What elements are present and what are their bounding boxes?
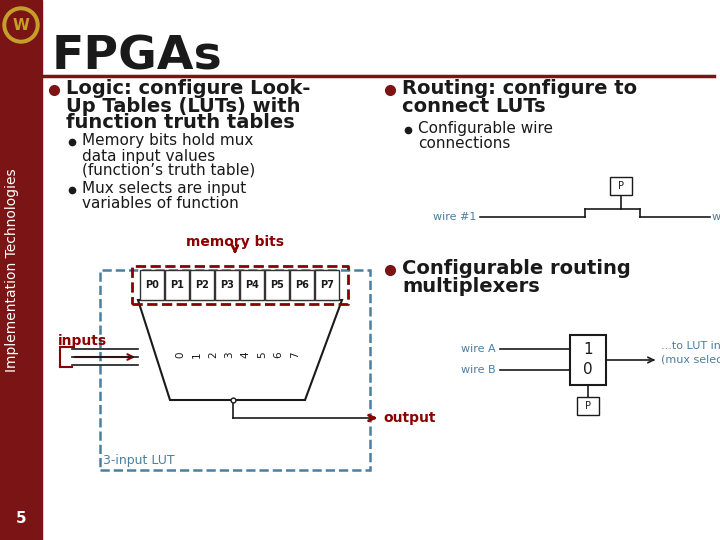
- Text: (function’s truth table): (function’s truth table): [82, 163, 256, 178]
- Text: function truth tables: function truth tables: [66, 112, 294, 132]
- Text: P4: P4: [245, 280, 258, 290]
- Text: W: W: [12, 17, 30, 32]
- Text: P1: P1: [170, 280, 184, 290]
- Text: P: P: [618, 181, 624, 191]
- Text: 6: 6: [274, 352, 284, 359]
- Bar: [140, 270, 163, 300]
- Text: 3: 3: [225, 352, 234, 359]
- Text: 5: 5: [257, 352, 267, 359]
- Bar: [265, 270, 289, 300]
- Text: P2: P2: [195, 280, 209, 290]
- Bar: [315, 270, 338, 300]
- Text: ...to LUT input
(mux select): ...to LUT input (mux select): [661, 341, 720, 365]
- Circle shape: [7, 11, 35, 39]
- Text: P0: P0: [145, 280, 158, 290]
- Text: Routing: configure to: Routing: configure to: [402, 79, 637, 98]
- Text: output: output: [383, 411, 436, 425]
- Text: connections: connections: [418, 137, 510, 152]
- Text: 7: 7: [290, 352, 300, 359]
- Bar: [215, 270, 238, 300]
- Bar: [0, 0, 42, 540]
- Text: 5: 5: [16, 511, 27, 526]
- Circle shape: [3, 7, 39, 43]
- Bar: [190, 270, 214, 300]
- Text: data input values: data input values: [82, 148, 215, 164]
- Text: 4: 4: [240, 352, 251, 359]
- Text: 3-input LUT: 3-input LUT: [103, 454, 175, 467]
- Text: wire #2: wire #2: [712, 212, 720, 222]
- Text: P3: P3: [220, 280, 234, 290]
- Bar: [132, 266, 348, 304]
- Bar: [570, 335, 606, 385]
- Text: 0: 0: [583, 362, 593, 377]
- Text: connect LUTs: connect LUTs: [402, 97, 546, 116]
- Text: memory bits: memory bits: [186, 235, 284, 249]
- Text: wire #1: wire #1: [433, 212, 476, 222]
- Text: P: P: [585, 401, 591, 411]
- Text: Implementation Technologies: Implementation Technologies: [5, 168, 19, 372]
- Text: variables of function: variables of function: [82, 197, 239, 212]
- Text: 1: 1: [583, 341, 593, 356]
- Bar: [290, 270, 313, 300]
- Text: 0: 0: [175, 352, 185, 358]
- Text: Configurable routing: Configurable routing: [402, 260, 631, 279]
- Text: P6: P6: [294, 280, 309, 290]
- Text: Configurable wire: Configurable wire: [418, 122, 553, 137]
- Text: FPGAs: FPGAs: [52, 34, 222, 79]
- Bar: [610, 177, 632, 195]
- Text: Memory bits hold mux: Memory bits hold mux: [82, 133, 253, 148]
- Text: P5: P5: [270, 280, 284, 290]
- Bar: [165, 270, 189, 300]
- Bar: [240, 270, 264, 300]
- Bar: [100, 270, 370, 470]
- Text: Mux selects are input: Mux selects are input: [82, 181, 246, 197]
- Text: P7: P7: [320, 280, 333, 290]
- Text: Up Tables (LUTs) with: Up Tables (LUTs) with: [66, 97, 300, 116]
- Text: wire B: wire B: [462, 365, 496, 375]
- Text: multiplexers: multiplexers: [402, 276, 540, 295]
- Text: wire A: wire A: [462, 344, 496, 354]
- Text: 2: 2: [208, 352, 218, 359]
- Text: inputs: inputs: [58, 334, 107, 348]
- Text: 1: 1: [192, 352, 202, 359]
- Text: Logic: configure Look-: Logic: configure Look-: [66, 79, 310, 98]
- Bar: [577, 397, 599, 415]
